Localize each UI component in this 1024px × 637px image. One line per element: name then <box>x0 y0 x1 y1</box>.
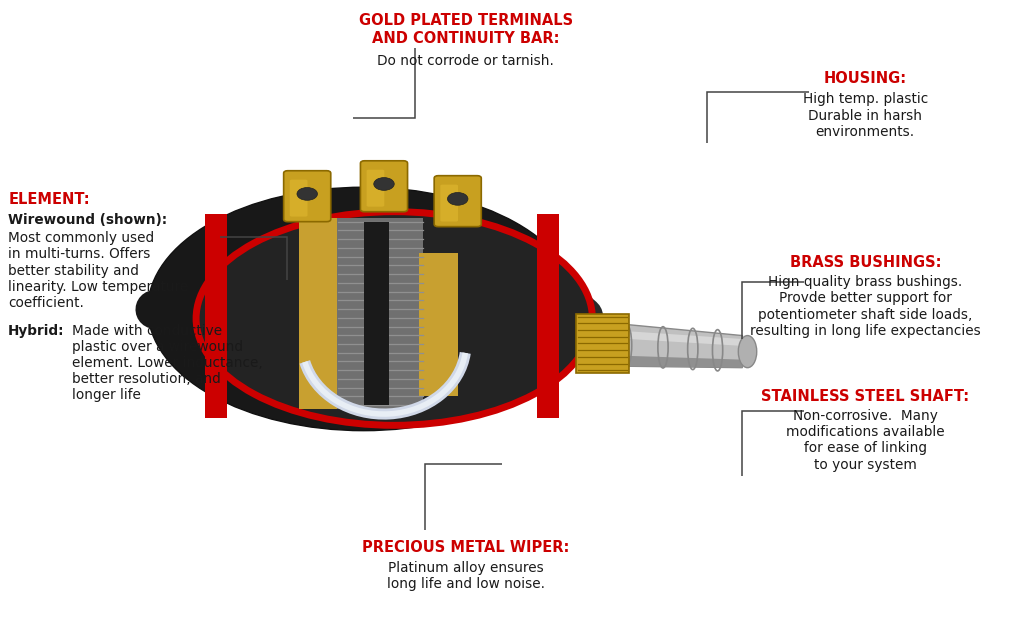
Text: High temp. plastic
Durable in harsh
environments.: High temp. plastic Durable in harsh envi… <box>803 92 928 139</box>
Text: Made with conductive
plastic over a wirewound
element. Lower inductance,
better : Made with conductive plastic over a wire… <box>72 324 262 403</box>
FancyBboxPatch shape <box>367 169 384 206</box>
Text: Most commonly used
in multi-turns. Offers
better stability and
linearity. Low te: Most commonly used in multi-turns. Offer… <box>8 231 188 310</box>
Text: BRASS BUSHINGS:: BRASS BUSHINGS: <box>790 255 941 270</box>
Ellipse shape <box>147 187 580 431</box>
FancyBboxPatch shape <box>440 185 458 222</box>
Bar <box>299 218 340 409</box>
Circle shape <box>447 192 468 205</box>
FancyBboxPatch shape <box>290 180 307 217</box>
Text: Hybrid:: Hybrid: <box>8 324 65 338</box>
Text: PRECIOUS METAL WIPER:: PRECIOUS METAL WIPER: <box>362 540 569 555</box>
FancyArrowPatch shape <box>155 310 200 318</box>
Bar <box>205 214 227 418</box>
Circle shape <box>297 187 317 200</box>
FancyBboxPatch shape <box>360 161 408 211</box>
Text: AND CONTINUITY BAR:: AND CONTINUITY BAR: <box>372 31 560 46</box>
Text: HOUSING:: HOUSING: <box>823 71 907 87</box>
Text: Do not corrode or tarnish.: Do not corrode or tarnish. <box>378 54 554 68</box>
FancyBboxPatch shape <box>284 171 331 222</box>
Text: Platinum alloy ensures
long life and low noise.: Platinum alloy ensures long life and low… <box>387 561 545 590</box>
Polygon shape <box>577 354 742 368</box>
Bar <box>337 218 423 409</box>
Ellipse shape <box>197 211 592 426</box>
Text: Hign quality brass bushings.
Provde better support for
potentiometer shaft side : Hign quality brass bushings. Provde bett… <box>750 275 981 338</box>
Text: GOLD PLATED TERMINALS: GOLD PLATED TERMINALS <box>358 13 573 28</box>
Bar <box>537 214 559 418</box>
Text: ELEMENT:: ELEMENT: <box>8 192 90 208</box>
Bar <box>364 222 389 405</box>
Text: Wirewound (shown):: Wirewound (shown): <box>8 213 167 227</box>
Circle shape <box>374 178 394 190</box>
Polygon shape <box>577 320 742 368</box>
Text: STAINLESS STEEL SHAFT:: STAINLESS STEEL SHAFT: <box>761 389 970 404</box>
FancyArrowPatch shape <box>577 311 584 317</box>
Text: Non-corrosive.  Many
modifications available
for ease of linking
to your system: Non-corrosive. Many modifications availa… <box>786 409 944 471</box>
Bar <box>575 313 629 373</box>
Ellipse shape <box>738 336 757 368</box>
FancyBboxPatch shape <box>434 176 481 227</box>
Polygon shape <box>577 328 742 346</box>
Bar <box>419 253 458 396</box>
